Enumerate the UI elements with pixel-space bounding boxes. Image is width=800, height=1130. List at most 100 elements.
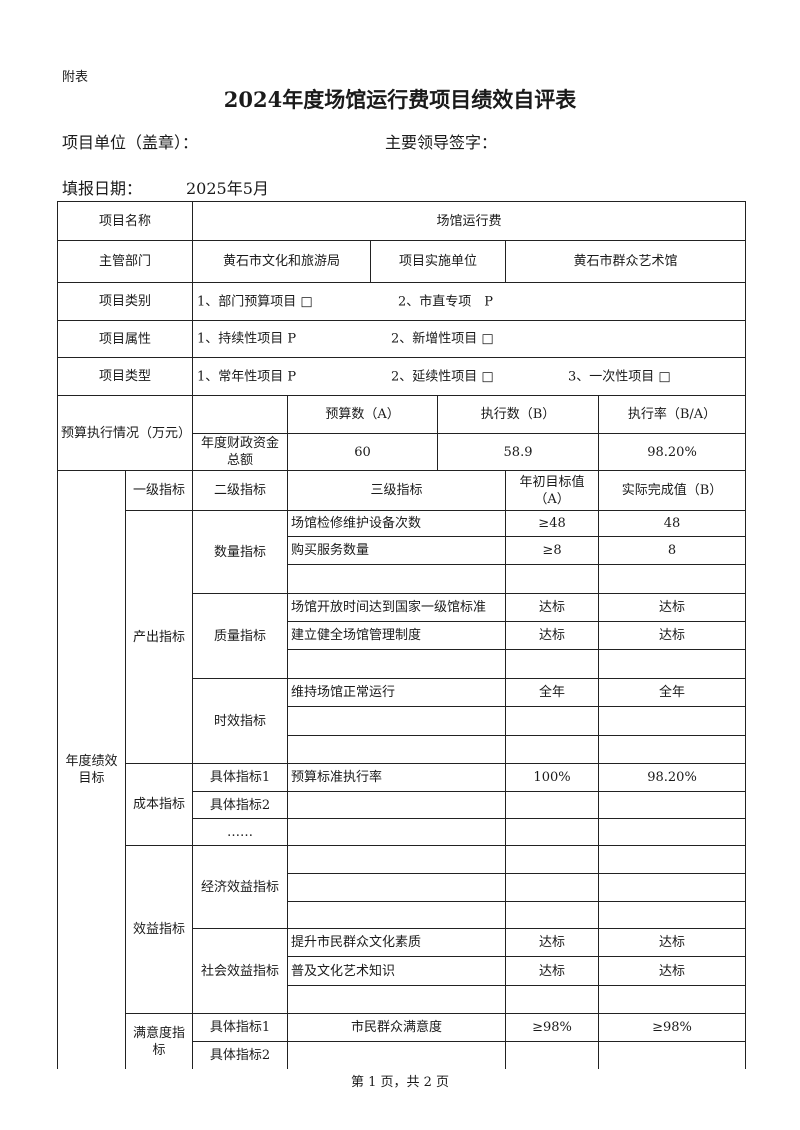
indicator-name: [287, 791, 507, 819]
indicator-actual: [598, 649, 747, 679]
cost-sub-label: ……: [192, 818, 289, 846]
project-name-value: 场馆运行费: [192, 201, 747, 241]
indicator-actual: [598, 706, 747, 736]
project-name-label: 项目名称: [56, 201, 194, 241]
category-option-1: 1、部门预算项目 □: [197, 294, 313, 309]
table-row: [58, 985, 747, 1014]
indicator-target: 达标: [505, 621, 600, 650]
social-benefit-label: 社会效益指标: [192, 928, 289, 1014]
table-row: 建立健全场馆管理制度 达标 达标: [58, 621, 747, 650]
header-level2: 二级指标: [192, 470, 289, 511]
timeliness-indicator-label: 时效指标: [192, 678, 289, 764]
budget-b-value: 58.9: [437, 433, 600, 471]
cost-indicator-label: 成本指标: [124, 763, 194, 846]
indicator-header-row: 年度绩效目标 一级指标 二级指标 三级指标 年初目标值（A） 实际完成值（B）: [57, 470, 747, 1069]
table-row: 具体指标2: [58, 791, 747, 819]
indicator-name: [287, 985, 507, 1014]
attribute-row: 项目属性 1、持续性项目 P 2、新增性项目 □: [56, 320, 747, 358]
evaluation-table: 项目名称 场馆运行费 主管部门 黄石市文化和旅游局 项目实施单位 黄石市群众艺术…: [56, 201, 747, 1069]
indicator-actual: 达标: [598, 956, 747, 986]
indicator-target: [505, 649, 600, 679]
indicator-actual: [598, 873, 747, 902]
indicator-actual: [598, 564, 747, 594]
table-row: 具体指标2: [58, 1041, 747, 1069]
annual-performance-label: 年度绩效目标: [57, 470, 126, 1069]
budget-col-b: 执行数（B）: [437, 395, 600, 434]
table-row: 时效指标 维持场馆正常运行 全年 全年: [58, 678, 747, 764]
indicator-name: [287, 901, 507, 929]
table-row: 普及文化艺术知识 达标 达标: [58, 956, 747, 986]
budget-row-label: 年度财政资金总额: [192, 433, 289, 471]
indicator-name: 建立健全场馆管理制度: [287, 621, 507, 650]
type-option-1: 1、常年性项目 P: [197, 369, 297, 384]
implementing-unit-value: 黄石市群众艺术馆: [505, 240, 747, 283]
leader-signature-label: 主要领导签字：: [385, 133, 498, 152]
indicator-actual: [598, 901, 747, 929]
indicator-target: [505, 791, 600, 819]
page-title: 2024年度场馆运行费项目绩效自评表: [223, 87, 577, 112]
indicator-name: 维持场馆正常运行: [287, 678, 507, 707]
indicator-name: 场馆检修维护设备次数: [287, 510, 507, 537]
category-label: 项目类别: [56, 282, 194, 321]
budget-col-rate: 执行率（B/A）: [598, 395, 747, 434]
indicator-name: 购买服务数量: [287, 536, 507, 565]
table-row: 满意度指标 具体指标1 市民群众满意度 ≥98% ≥98%: [58, 1013, 747, 1069]
indicator-target: [505, 818, 600, 846]
indicator-actual: 8: [598, 536, 747, 565]
page-footer: 第 1 页，共 2 页: [350, 1075, 450, 1090]
category-options: 1、部门预算项目 □ 2、市直专项 P: [192, 282, 747, 321]
indicator-name: [287, 649, 507, 679]
indicator-actual: 48: [598, 510, 747, 537]
quantity-indicator-label: 数量指标: [192, 510, 289, 594]
indicator-actual: [598, 791, 747, 819]
indicator-name: [287, 845, 507, 874]
indicator-actual: 达标: [598, 593, 747, 622]
indicator-name: 提升市民群众文化素质: [287, 928, 507, 957]
indicator-name: [287, 818, 507, 846]
budget-header-row: 预算执行情况（万元） 预算数（A） 执行数（B） 执行率（B/A）: [56, 395, 747, 471]
indicator-name: [287, 735, 507, 764]
indicator-name: [287, 706, 507, 736]
indicator-target: 达标: [505, 593, 600, 622]
type-label: 项目类型: [56, 357, 194, 396]
satisfaction-sub-label: 具体指标2: [192, 1041, 289, 1069]
indicator-actual: 达标: [598, 621, 747, 650]
category-row: 项目类别 1、部门预算项目 □ 2、市直专项 P: [56, 282, 747, 321]
indicator-target: ≥48: [505, 510, 600, 537]
attachment-label: 附表: [62, 70, 89, 85]
indicator-name: [287, 564, 507, 594]
indicator-target: [505, 1041, 600, 1069]
table-row: 社会效益指标 提升市民群众文化素质 达标 达标: [58, 928, 747, 1014]
output-indicator-label: 产出指标: [124, 510, 194, 764]
budget-rate-value: 98.20%: [598, 433, 747, 471]
indicator-name: [287, 873, 507, 902]
table-row: [58, 564, 747, 594]
department-row: 主管部门 黄石市文化和旅游局 项目实施单位 黄石市群众艺术馆: [56, 240, 747, 283]
attribute-options: 1、持续性项目 P 2、新增性项目 □: [192, 320, 747, 358]
department-value: 黄石市文化和旅游局: [192, 240, 372, 283]
implementing-unit-label: 项目实施单位: [370, 240, 507, 283]
indicator-target: [505, 873, 600, 902]
indicator-target: [505, 845, 600, 874]
indicator-name: 市民群众满意度: [287, 1013, 507, 1042]
department-label: 主管部门: [56, 240, 194, 283]
header-actual: 实际完成值（B）: [598, 470, 747, 511]
indicator-actual: 达标: [598, 928, 747, 957]
indicator-actual: [598, 1041, 747, 1069]
cost-sub-label: 具体指标1: [192, 763, 289, 792]
indicator-actual: [598, 735, 747, 764]
type-options: 1、常年性项目 P 2、延续性项目 □ 3、一次性项目 □: [192, 357, 747, 396]
category-option-2: 2、市直专项 P: [398, 294, 494, 309]
benefit-indicator-label: 效益指标: [124, 845, 194, 1014]
type-option-2: 2、延续性项目 □: [391, 369, 494, 384]
budget-empty-cell: [192, 395, 289, 434]
budget-col-a: 预算数（A）: [287, 395, 439, 434]
indicator-target: 达标: [505, 956, 600, 986]
budget-values-row: 年度财政资金总额 60 58.9 98.20%: [58, 433, 747, 471]
unit-seal-label: 项目单位（盖章）：: [62, 133, 199, 152]
indicator-actual: [598, 985, 747, 1014]
attribute-option-1: 1、持续性项目 P: [197, 331, 297, 347]
indicator-target: [505, 564, 600, 594]
table-row: 成本指标 具体指标1 预算标准执行率 100% 98.20%: [58, 763, 747, 846]
table-row: 质量指标 场馆开放时间达到国家一级馆标准 达标 达标: [58, 593, 747, 679]
